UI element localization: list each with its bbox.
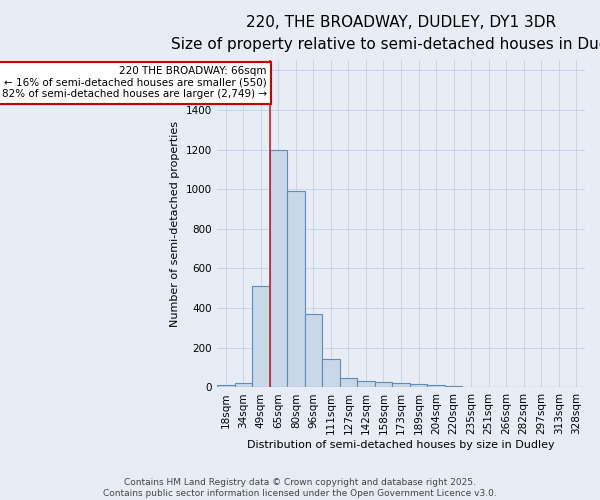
Bar bbox=[235, 382, 252, 388]
Bar bbox=[305, 314, 322, 388]
Title: 220, THE BROADWAY, DUDLEY, DY1 3DR
Size of property relative to semi-detached ho: 220, THE BROADWAY, DUDLEY, DY1 3DR Size … bbox=[171, 15, 600, 52]
Bar bbox=[427, 386, 445, 388]
Bar bbox=[357, 380, 375, 388]
X-axis label: Distribution of semi-detached houses by size in Dudley: Distribution of semi-detached houses by … bbox=[247, 440, 555, 450]
Y-axis label: Number of semi-detached properties: Number of semi-detached properties bbox=[170, 121, 181, 327]
Bar bbox=[410, 384, 427, 388]
Bar bbox=[445, 386, 463, 388]
Bar bbox=[252, 286, 269, 388]
Bar bbox=[217, 386, 235, 388]
Bar bbox=[340, 378, 357, 388]
Bar bbox=[463, 387, 480, 388]
Bar bbox=[375, 382, 392, 388]
Bar bbox=[322, 358, 340, 388]
Bar bbox=[392, 384, 410, 388]
Bar bbox=[269, 150, 287, 388]
Bar bbox=[287, 191, 305, 388]
Text: Contains HM Land Registry data © Crown copyright and database right 2025.
Contai: Contains HM Land Registry data © Crown c… bbox=[103, 478, 497, 498]
Text: 220 THE BROADWAY: 66sqm
← 16% of semi-detached houses are smaller (550)
82% of s: 220 THE BROADWAY: 66sqm ← 16% of semi-de… bbox=[2, 66, 267, 100]
